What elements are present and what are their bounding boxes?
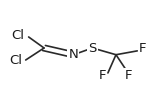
Text: Cl: Cl [9,54,22,67]
Text: S: S [88,41,97,55]
Text: Cl: Cl [12,29,25,42]
Text: F: F [125,69,132,82]
Text: N: N [69,48,78,61]
Text: F: F [99,69,107,82]
Text: F: F [139,42,146,55]
